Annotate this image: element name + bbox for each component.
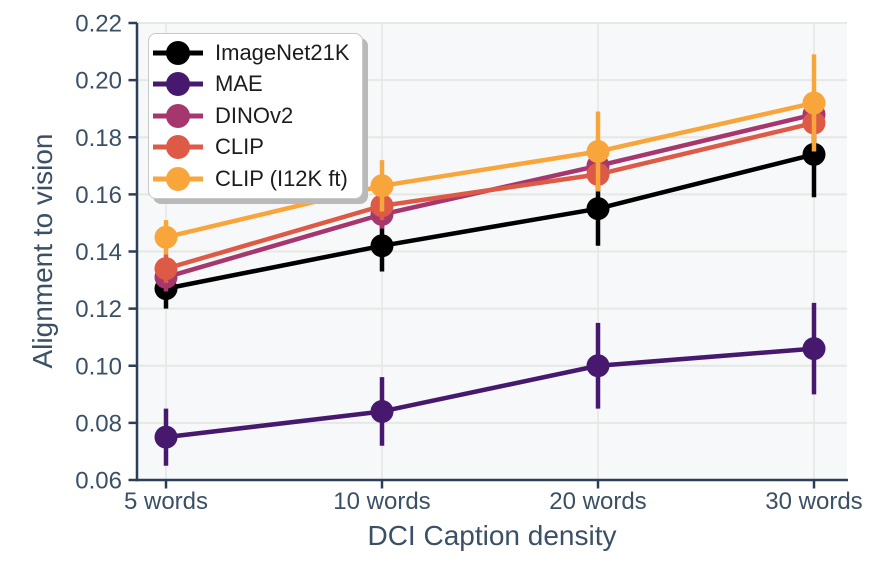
legend-label: CLIP (I12K ft)	[215, 165, 348, 191]
legend: ImageNet21K MAE DINOv2 CLIP CLIP (I12K ft)	[148, 33, 363, 199]
data-point	[154, 425, 178, 449]
data-point	[586, 197, 610, 221]
plot-area: 0.06 0.08 0.10 0.12 0.14 0.16 0.18 0.20 0.22 5 wo…	[75, 11, 862, 516]
legend-label: ImageNet21K	[215, 39, 350, 65]
legend-label: MAE	[215, 71, 263, 97]
series-line	[165, 152, 815, 291]
y-tick-label: 0.12	[75, 296, 122, 323]
legend-item-dinov2: DINOv2	[153, 100, 350, 132]
legend-marker-icon	[153, 103, 203, 128]
legend-item-imagenet21k: ImageNet21K	[153, 37, 350, 69]
x-tick-label: 30 words	[765, 488, 862, 515]
y-tick-label: 0.06	[75, 468, 122, 495]
y-tick-label: 0.20	[75, 68, 122, 95]
axes: 0.06 0.08 0.10 0.12 0.14 0.16 0.18 0.20 0.22 5 wo…	[75, 11, 862, 516]
data-point	[586, 354, 610, 378]
y-tick-label: 0.16	[75, 182, 122, 209]
series-line	[165, 120, 815, 271]
legend-marker-icon	[153, 166, 203, 191]
legend-marker-icon	[153, 40, 203, 65]
data-point	[802, 142, 826, 166]
legend-marker-icon	[153, 135, 203, 160]
data-point	[154, 257, 178, 281]
data-point	[370, 399, 394, 423]
legend-item-mae: MAE	[153, 69, 350, 101]
x-tick-label: 10 words	[333, 488, 430, 515]
legend-item-clip-i12k-ft: CLIP (I12K ft)	[153, 163, 350, 195]
x-tick-label: 20 words	[549, 488, 646, 515]
series-line	[165, 346, 815, 440]
y-tick-label: 0.10	[75, 353, 122, 380]
series-mae	[154, 302, 826, 466]
data-point	[586, 140, 610, 164]
series-line	[165, 100, 815, 240]
data-point	[370, 174, 394, 198]
legend-marker-icon	[153, 72, 203, 97]
y-tick-label: 0.14	[75, 239, 122, 266]
x-axis-label: DCI Caption density	[367, 520, 616, 551]
data-point	[154, 225, 178, 249]
y-axis-label: Alignment to vision	[27, 133, 58, 368]
series-clip-i12k-ft	[154, 54, 826, 255]
data-point	[802, 91, 826, 115]
data-point	[802, 337, 826, 361]
y-tick-label: 0.22	[75, 11, 122, 38]
data-point	[370, 234, 394, 258]
legend-label: CLIP	[215, 134, 264, 160]
x-tick-label: 5 words	[124, 488, 208, 515]
legend-item-clip: CLIP	[153, 132, 350, 164]
series-imagenet21k	[154, 111, 826, 309]
y-tick-label: 0.08	[75, 410, 122, 437]
y-tick-label: 0.18	[75, 125, 122, 152]
legend-label: DINOv2	[215, 102, 294, 128]
